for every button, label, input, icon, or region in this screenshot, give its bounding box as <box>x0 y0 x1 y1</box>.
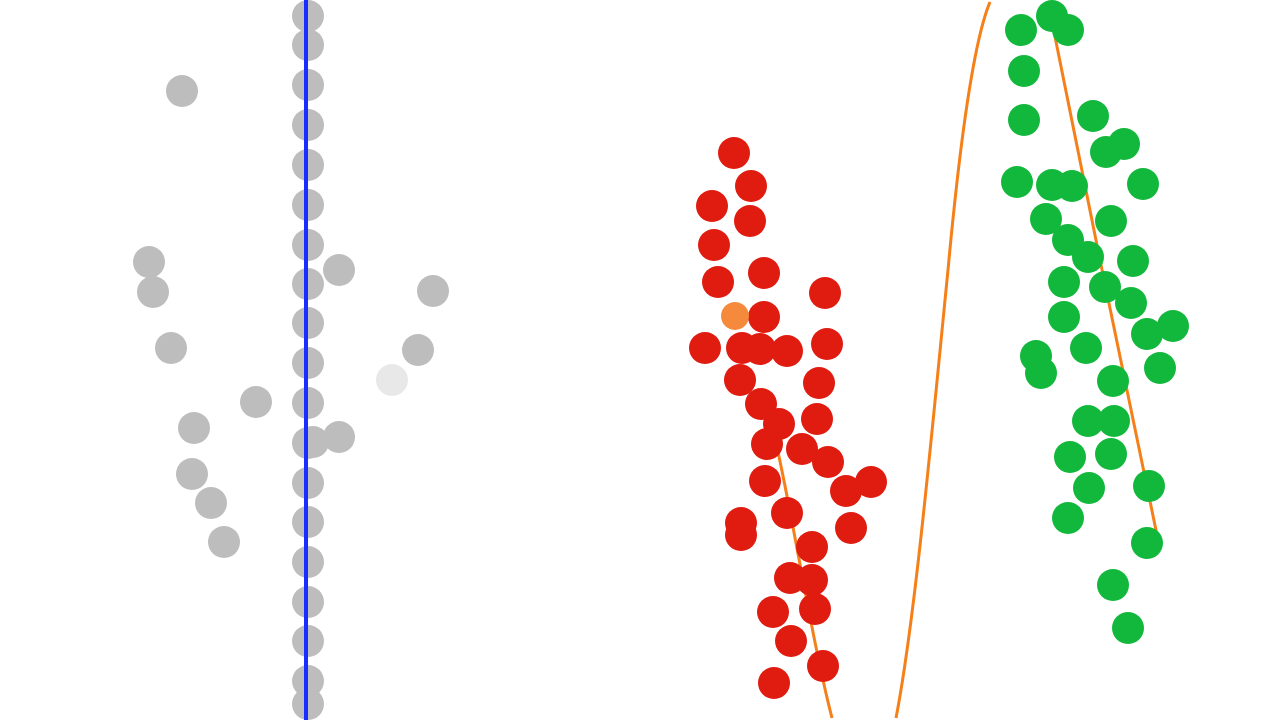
green-point <box>1008 104 1040 136</box>
red-point <box>724 364 756 396</box>
red-point <box>735 170 767 202</box>
green-point <box>1097 365 1129 397</box>
highlight-point-group <box>721 302 749 330</box>
red-point <box>786 433 818 465</box>
green-point <box>1052 502 1084 534</box>
gray-point-group <box>133 0 449 720</box>
red-point <box>751 428 783 460</box>
gray-point <box>323 421 355 453</box>
green-point <box>1095 438 1127 470</box>
green-point <box>1144 352 1176 384</box>
red-point <box>807 650 839 682</box>
green-point <box>1117 245 1149 277</box>
green-point <box>1070 332 1102 364</box>
green-point <box>1048 266 1080 298</box>
red-point <box>757 596 789 628</box>
green-point <box>1005 14 1037 46</box>
red-point <box>744 333 776 365</box>
gray-point <box>376 364 408 396</box>
red-point <box>718 137 750 169</box>
green-point <box>1115 287 1147 319</box>
red-point <box>748 257 780 289</box>
gray-point <box>195 487 227 519</box>
green-point <box>1048 301 1080 333</box>
gray-point <box>240 386 272 418</box>
gray-point <box>417 275 449 307</box>
red-point <box>803 367 835 399</box>
green-point <box>1072 241 1104 273</box>
highlight-point <box>721 302 749 330</box>
red-point <box>830 475 862 507</box>
red-point <box>775 625 807 657</box>
red-point <box>809 277 841 309</box>
gray-point <box>176 458 208 490</box>
red-point <box>771 497 803 529</box>
gray-point <box>297 426 329 458</box>
green-point <box>1090 136 1122 168</box>
green-point <box>1098 405 1130 437</box>
green-point <box>1131 318 1163 350</box>
red-point <box>801 403 833 435</box>
red-point-group <box>689 137 887 699</box>
green-point <box>1008 55 1040 87</box>
red-point <box>796 531 828 563</box>
red-point <box>812 446 844 478</box>
red-point <box>698 229 730 261</box>
green-point-group <box>1001 0 1189 644</box>
red-point <box>749 465 781 497</box>
green-point <box>1095 205 1127 237</box>
green-point <box>1052 14 1084 46</box>
red-point <box>702 266 734 298</box>
red-point <box>734 205 766 237</box>
green-point <box>1001 166 1033 198</box>
green-point <box>1112 612 1144 644</box>
red-point <box>855 466 887 498</box>
green-point <box>1133 470 1165 502</box>
red-point <box>799 593 831 625</box>
green-point <box>1157 310 1189 342</box>
red-point <box>771 335 803 367</box>
red-point <box>758 667 790 699</box>
gray-point <box>166 75 198 107</box>
green-point <box>1073 472 1105 504</box>
red-point <box>796 564 828 596</box>
gray-point <box>137 276 169 308</box>
gray-point <box>208 526 240 558</box>
red-point <box>835 512 867 544</box>
red-point <box>725 519 757 551</box>
green-point <box>1054 441 1086 473</box>
green-point <box>1127 168 1159 200</box>
green-point <box>1030 203 1062 235</box>
red-point <box>811 328 843 360</box>
gray-point <box>133 246 165 278</box>
gray-point <box>402 334 434 366</box>
green-point <box>1077 100 1109 132</box>
gray-point <box>323 254 355 286</box>
gray-point <box>178 412 210 444</box>
gray-point <box>155 332 187 364</box>
red-point <box>748 301 780 333</box>
fit-curve-rising <box>894 1 992 719</box>
green-point <box>1089 271 1121 303</box>
green-point <box>1131 527 1163 559</box>
green-point <box>1097 569 1129 601</box>
red-point <box>689 332 721 364</box>
green-point <box>1056 170 1088 202</box>
red-point <box>696 190 728 222</box>
green-point <box>1072 405 1104 437</box>
green-point <box>1025 357 1057 389</box>
